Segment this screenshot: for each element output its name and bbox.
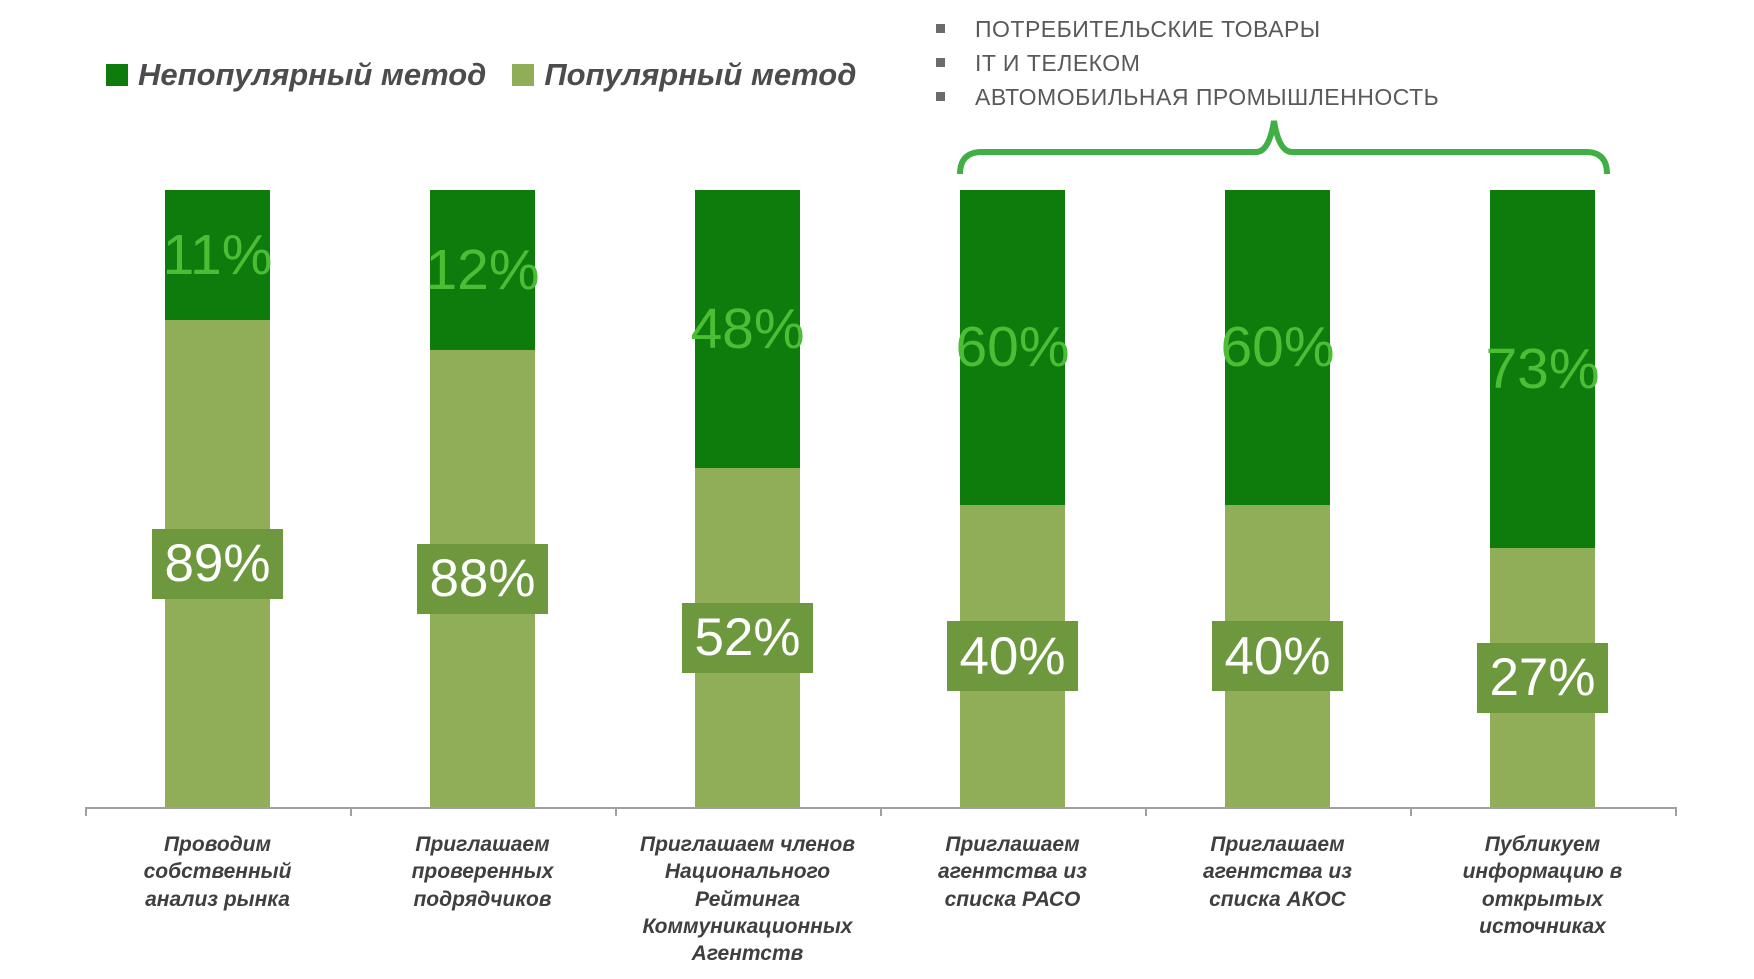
bar-value-label-popular: 40% <box>1212 621 1343 691</box>
legend-swatch-popular-icon <box>512 64 535 86</box>
bar-column: 60% 40% <box>947 190 1078 807</box>
bullet-icon <box>936 92 945 101</box>
bar-segment-unpopular: 12% <box>425 190 540 350</box>
x-axis-tick <box>85 807 87 816</box>
bar-column: 12% 88% <box>417 190 548 807</box>
bar-segment-unpopular: 48% <box>690 190 805 468</box>
bar-segment-unpopular: 60% <box>955 190 1070 505</box>
bar-value-label-unpopular: 48% <box>690 296 805 361</box>
x-axis-tick <box>1145 807 1147 816</box>
annotation-text: IT И ТЕЛЕКОМ <box>975 50 1141 76</box>
bar-value-label-popular: 89% <box>152 528 283 599</box>
bar-segment-unpopular: 73% <box>1485 190 1600 548</box>
bar-value-label-popular: 27% <box>1477 642 1608 713</box>
bar-value-label-popular: 40% <box>947 621 1078 691</box>
x-axis-tick <box>615 807 617 816</box>
bar-column: 60% 40% <box>1212 190 1343 807</box>
legend-label-unpopular: Непопулярный метод <box>138 57 487 92</box>
bar-column: 11% 89% <box>152 190 283 807</box>
bar-column: 48% 52% <box>682 190 813 807</box>
bar-value-label-popular: 52% <box>682 602 813 673</box>
annotation-item: IT И ТЕЛЕКОМ <box>936 50 1439 77</box>
legend-swatch-unpopular-icon <box>106 64 128 86</box>
legend-item-popular: Популярный метод <box>512 57 856 93</box>
x-axis-tick <box>880 807 882 816</box>
annotation-text: ПОТРЕБИТЕЛЬСКИЕ ТОВАРЫ <box>975 16 1321 42</box>
x-axis-tick <box>350 807 352 816</box>
bar-segment-unpopular: 11% <box>162 190 273 320</box>
x-axis-tick <box>1675 807 1677 816</box>
category-label: Приглашаем агентства из списка АКОС <box>1203 833 1352 911</box>
bar-value-label-unpopular: 60% <box>1220 315 1335 379</box>
bar-column: 73% 27% <box>1477 190 1608 807</box>
legend: Непопулярный метод Популярный метод <box>106 57 856 93</box>
legend-label-popular: Популярный метод <box>544 57 857 92</box>
annotation-list: ПОТРЕБИТЕЛЬСКИЕ ТОВАРЫ IT И ТЕЛЕКОМ АВТО… <box>936 16 1439 118</box>
bar-value-label-popular: 88% <box>417 543 548 614</box>
bar-value-label-unpopular: 73% <box>1485 336 1600 401</box>
legend-item-unpopular: Непопулярный метод <box>106 57 486 93</box>
annotation-item: ПОТРЕБИТЕЛЬСКИЕ ТОВАРЫ <box>936 16 1439 43</box>
bar-segment-unpopular: 60% <box>1220 190 1335 505</box>
bar-value-label-unpopular: 60% <box>955 315 1070 379</box>
bar-value-label-unpopular: 12% <box>425 237 540 302</box>
category-label: Проводим собственный анализ рынка <box>143 833 292 911</box>
bullet-icon <box>936 24 945 33</box>
x-axis-tick <box>1410 807 1412 816</box>
category-label: Приглашаем членов Национального Рейтинга… <box>639 833 855 966</box>
annotation-item: АВТОМОБИЛЬНАЯ ПРОМЫШЛЕННОСТЬ <box>936 84 1439 111</box>
category-label: Публикуем информацию в открытых источник… <box>1462 833 1623 938</box>
category-label: Приглашаем агентства из списка РАСО <box>938 833 1087 911</box>
bar-value-label-unpopular: 11% <box>162 222 273 287</box>
annotation-text: АВТОМОБИЛЬНАЯ ПРОМЫШЛЕННОСТЬ <box>975 84 1440 110</box>
bullet-icon <box>936 58 945 67</box>
category-label: Приглашаем проверенных подрядчиков <box>411 833 554 911</box>
